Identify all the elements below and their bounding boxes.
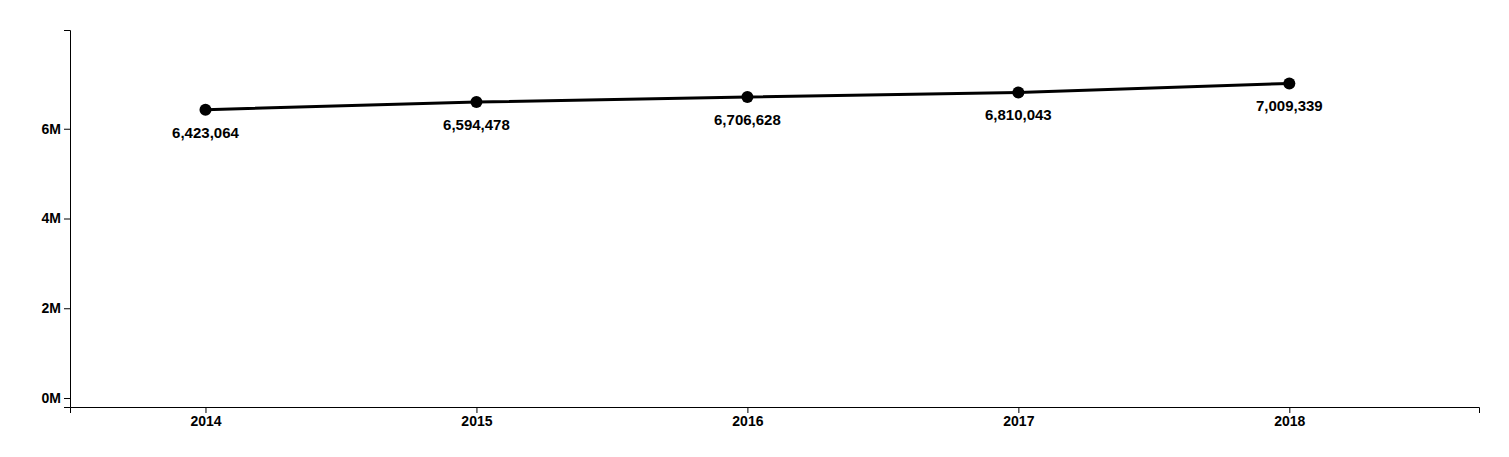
chart-svg: 2014 2015 2016 2017 2018 0M 2M 4M 6M 6,423,064 6,5…: [0, 0, 1509, 457]
data-label: 6,706,628: [714, 111, 781, 128]
y-axis: 0M 2M 4M 6M: [42, 31, 71, 408]
x-tick: 2015: [461, 407, 492, 429]
point: [1283, 77, 1295, 89]
y-tick-label: 2M: [42, 300, 61, 316]
x-tick-label: 2015: [461, 413, 492, 429]
point: [1012, 86, 1024, 98]
y-tick-mark: [64, 308, 70, 309]
x-tick-label: 2016: [732, 413, 763, 429]
y-tick-label: 0M: [42, 390, 61, 406]
x-tick-label: 2017: [1003, 413, 1034, 429]
y-tick-label: 4M: [42, 210, 61, 226]
data-label: 6,810,043: [985, 106, 1052, 123]
data-labels: 6,423,064 6,594,478 6,706,628 6,810,043 7,00…: [172, 97, 1323, 140]
point: [470, 96, 482, 108]
y-tick: 6M: [42, 121, 70, 137]
x-tick: 2018: [1274, 407, 1305, 429]
data-label: 6,594,478: [443, 116, 510, 133]
chart-container: 2014 2015 2016 2017 2018 0M 2M 4M 6M 6,423,064 6,5…: [0, 0, 1509, 457]
x-tick: 2017: [1003, 407, 1034, 429]
y-tick: 0M: [42, 390, 70, 406]
x-axis: 2014 2015 2016 2017 2018: [71, 407, 1480, 429]
y-tick-mark: [64, 219, 70, 220]
x-tick-label: 2014: [190, 413, 221, 429]
y-axis-line: [64, 31, 71, 408]
y-tick-label: 6M: [42, 121, 61, 137]
y-tick: 2M: [42, 300, 70, 316]
line: [205, 83, 1289, 109]
data-label: 7,009,339: [1256, 97, 1323, 114]
x-tick: 2014: [190, 407, 221, 429]
plot: 2014 2015 2016 2017 2018 0M 2M 4M 6M 6,423,064 6,5…: [42, 31, 1480, 429]
point: [741, 91, 753, 103]
x-tick: 2016: [732, 407, 763, 429]
y-tick: 4M: [42, 210, 70, 226]
y-tick-mark: [64, 129, 70, 130]
point: [199, 104, 211, 116]
marks: [199, 77, 1295, 115]
x-tick-label: 2018: [1274, 413, 1305, 429]
y-tick-mark: [64, 398, 70, 399]
data-label: 6,423,064: [172, 124, 239, 141]
x-axis-line: [71, 408, 1480, 414]
